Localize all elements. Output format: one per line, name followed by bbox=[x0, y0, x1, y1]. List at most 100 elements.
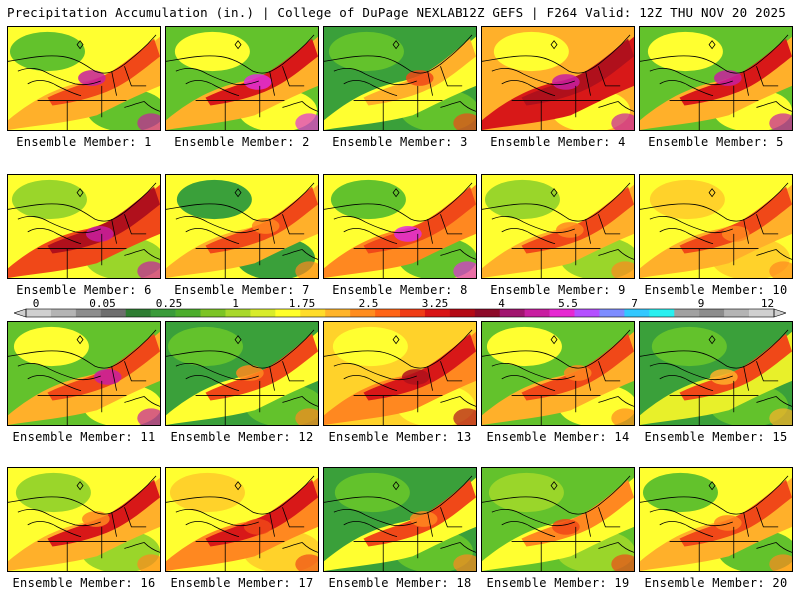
coastline bbox=[440, 249, 476, 260]
coastline bbox=[756, 101, 792, 112]
ensemble-member-label: Ensemble Member: 9 bbox=[490, 283, 626, 297]
precip-map bbox=[639, 467, 793, 572]
colorbar-swatch bbox=[50, 309, 77, 317]
location-marker bbox=[76, 335, 84, 345]
ensemble-member-label: Ensemble Member: 20 bbox=[644, 576, 788, 590]
colorbar-swatch bbox=[474, 309, 501, 317]
lake-outline bbox=[649, 362, 733, 381]
coastline bbox=[282, 396, 318, 407]
colorbar-swatch bbox=[449, 309, 476, 317]
border-line bbox=[8, 475, 157, 515]
lake-outline bbox=[27, 374, 82, 392]
lake-outline bbox=[343, 79, 398, 97]
state-border bbox=[427, 361, 463, 391]
colorbar-swatch bbox=[499, 309, 525, 317]
lake-outline bbox=[659, 227, 714, 245]
precip-region bbox=[13, 326, 89, 367]
precip-region bbox=[47, 186, 160, 254]
lake-outline bbox=[27, 520, 82, 538]
lake-outline bbox=[175, 508, 259, 527]
lake-outline bbox=[175, 67, 259, 86]
lake-outline bbox=[659, 520, 714, 538]
border-line bbox=[482, 475, 631, 515]
colorbar-swatch bbox=[524, 309, 550, 317]
state-border bbox=[111, 361, 147, 391]
border-line bbox=[482, 182, 631, 222]
coastline bbox=[440, 101, 476, 112]
lake-outline bbox=[343, 520, 398, 538]
precip-region bbox=[482, 331, 634, 425]
precip-region bbox=[8, 331, 160, 425]
location-marker bbox=[550, 188, 558, 198]
precip-region bbox=[651, 326, 727, 367]
state-border bbox=[511, 233, 601, 278]
precip-region bbox=[453, 554, 476, 571]
precip-region bbox=[611, 554, 634, 571]
precip-region bbox=[324, 36, 476, 130]
precip-region bbox=[15, 472, 91, 513]
state-border bbox=[743, 214, 779, 244]
precip-region bbox=[137, 554, 160, 571]
state-border bbox=[585, 507, 621, 537]
state-border bbox=[37, 380, 127, 425]
precip-region bbox=[769, 554, 792, 571]
colorbar-swatch bbox=[325, 309, 351, 317]
location-marker bbox=[392, 40, 400, 50]
precip-region bbox=[493, 31, 569, 72]
location-marker bbox=[708, 188, 716, 198]
ensemble-panel: Ensemble Member: 9 bbox=[481, 174, 635, 297]
lake-outline bbox=[17, 508, 101, 527]
precip-region bbox=[488, 472, 564, 513]
state-border bbox=[743, 361, 779, 391]
ensemble-member-label: Ensemble Member: 2 bbox=[174, 135, 310, 149]
ensemble-member-label: Ensemble Member: 17 bbox=[170, 576, 314, 590]
lake-outline bbox=[649, 67, 733, 86]
page-header: Precipitation Accumulation (in.) | Colle… bbox=[0, 0, 800, 24]
coastline bbox=[756, 542, 792, 553]
precip-maximum bbox=[251, 218, 280, 234]
ensemble-panel: Ensemble Member: 17 bbox=[165, 467, 319, 590]
ensemble-panel: Ensemble Member: 6 bbox=[7, 174, 161, 297]
lake-outline bbox=[27, 79, 82, 97]
state-border bbox=[269, 214, 305, 244]
precip-map bbox=[481, 467, 635, 572]
border-line bbox=[166, 329, 315, 369]
precip-map bbox=[7, 321, 161, 426]
precip-region bbox=[295, 113, 318, 130]
colorbar-swatch bbox=[225, 309, 251, 317]
border-line bbox=[324, 34, 473, 74]
coastline bbox=[124, 396, 160, 407]
ensemble-panel: Ensemble Member: 11 bbox=[7, 321, 161, 444]
precip-region bbox=[205, 38, 318, 106]
colorbar-tick-label: 5.5 bbox=[558, 297, 578, 310]
state-border bbox=[427, 507, 463, 537]
precip-region bbox=[137, 261, 160, 278]
lake-outline bbox=[185, 520, 240, 538]
colorbar-swatch bbox=[749, 309, 775, 317]
colorbar-swatch bbox=[175, 309, 201, 317]
state-border bbox=[585, 361, 621, 391]
state-border bbox=[669, 233, 759, 278]
precip-region bbox=[166, 477, 318, 571]
ensemble-panel: Ensemble Member: 3 bbox=[323, 26, 477, 149]
precip-region bbox=[521, 186, 634, 254]
coastline bbox=[440, 396, 476, 407]
lake-outline bbox=[333, 215, 417, 234]
lake-outline bbox=[17, 67, 101, 86]
ensemble-member-label: Ensemble Member: 14 bbox=[486, 430, 630, 444]
location-marker bbox=[234, 335, 242, 345]
precip-map bbox=[323, 174, 477, 279]
state-border bbox=[353, 526, 443, 571]
precip-region bbox=[679, 186, 792, 254]
precip-region bbox=[8, 184, 160, 278]
precip-map bbox=[7, 174, 161, 279]
border-line bbox=[8, 182, 157, 222]
precip-region bbox=[174, 31, 250, 72]
state-border bbox=[585, 214, 621, 244]
location-marker bbox=[234, 40, 242, 50]
precip-maximum bbox=[714, 515, 742, 531]
ensemble-panel: Ensemble Member: 14 bbox=[481, 321, 635, 444]
colorbar-tick-label: 1 bbox=[232, 297, 239, 310]
lake-outline bbox=[649, 508, 733, 527]
precip-maximum bbox=[552, 74, 580, 90]
